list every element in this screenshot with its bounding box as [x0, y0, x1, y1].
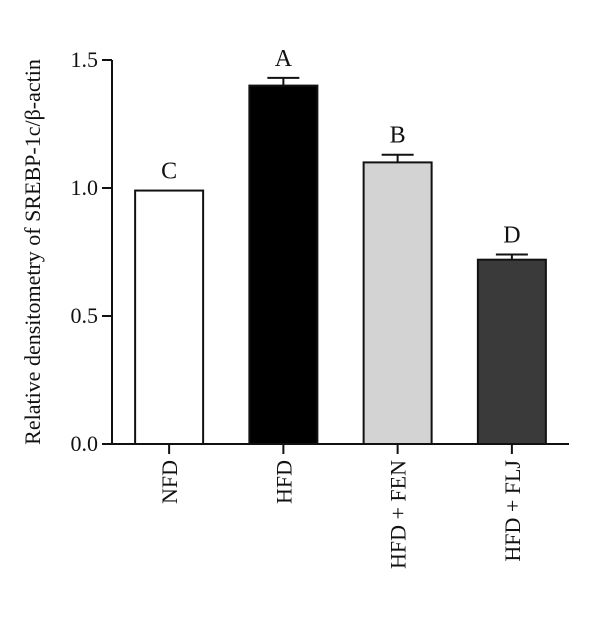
x-ticks: NFD HFD HFD + FEN HFD + FLJ: [157, 444, 525, 569]
bar: [476, 258, 547, 445]
bars: C A B D: [134, 46, 547, 445]
y-axis-label: Relative densitometry of SREBP-1c/β-acti…: [20, 59, 45, 445]
x-tick-label: NFD: [157, 460, 182, 504]
significance-letter: C: [161, 159, 177, 185]
bar: [248, 84, 319, 445]
y-tick-label: 1.5: [71, 47, 99, 72]
significance-letter: B: [390, 123, 406, 149]
y-tick-label: 1.0: [71, 175, 99, 200]
bar: [362, 161, 433, 445]
significance-letter: A: [275, 46, 293, 72]
bar: [134, 189, 205, 445]
x-tick-label: HFD: [271, 460, 296, 504]
y-tick-label: 0.0: [71, 431, 99, 456]
y-ticks: 0.0 0.5 1.0 1.5: [71, 47, 112, 456]
x-tick-label: HFD + FEN: [386, 460, 411, 569]
significance-letter: D: [503, 223, 520, 249]
x-tick-label: HFD + FLJ: [500, 460, 525, 562]
y-tick-label: 0.5: [71, 303, 99, 328]
